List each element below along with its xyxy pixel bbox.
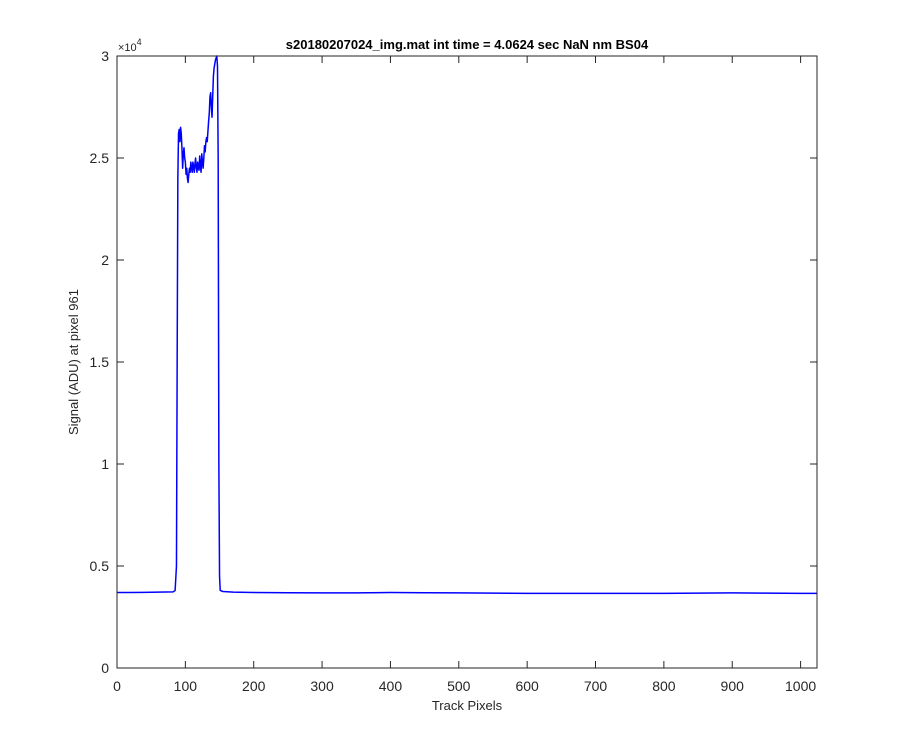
x-tick-label: 1000 [785, 678, 816, 694]
series-layer [117, 55, 817, 595]
chart-title: s20180207024_img.mat int time = 4.0624 s… [286, 37, 649, 52]
x-tick-label: 0 [113, 678, 121, 694]
x-tick-label: 700 [584, 678, 608, 694]
plot-area [117, 56, 817, 668]
x-tick-label: 800 [652, 678, 676, 694]
plot-frame [116, 55, 818, 669]
x-tick-label: 900 [721, 678, 745, 694]
y-tick-label: 0 [101, 660, 109, 676]
x-axis-label: Track Pixels [432, 698, 503, 713]
series-line [117, 55, 817, 595]
y-exponent-label: ×104 [118, 37, 142, 54]
x-tick-label: 500 [447, 678, 471, 694]
y-tick-label: 1.5 [90, 354, 110, 370]
y-tick-label: 3 [101, 48, 109, 64]
y-tick-label: 2 [101, 252, 109, 268]
ticks-layer: 0 100 200 300 400 500 600 700 800 900 1000 0 0.5 1 1.5… [90, 48, 817, 694]
x-tick-label: 100 [174, 678, 198, 694]
x-tick-label: 200 [242, 678, 266, 694]
y-exponent-base: ×10 [118, 42, 137, 54]
x-tick-label: 600 [515, 678, 539, 694]
x-tick-label: 400 [379, 678, 403, 694]
y-tick-label: 2.5 [90, 150, 110, 166]
y-tick-label: 0.5 [90, 558, 110, 574]
y-exponent-power: 4 [137, 37, 142, 47]
y-tick-label: 1 [101, 456, 109, 472]
y-axis-label: Signal (ADU) at pixel 961 [66, 289, 81, 435]
x-tick-label: 300 [310, 678, 334, 694]
